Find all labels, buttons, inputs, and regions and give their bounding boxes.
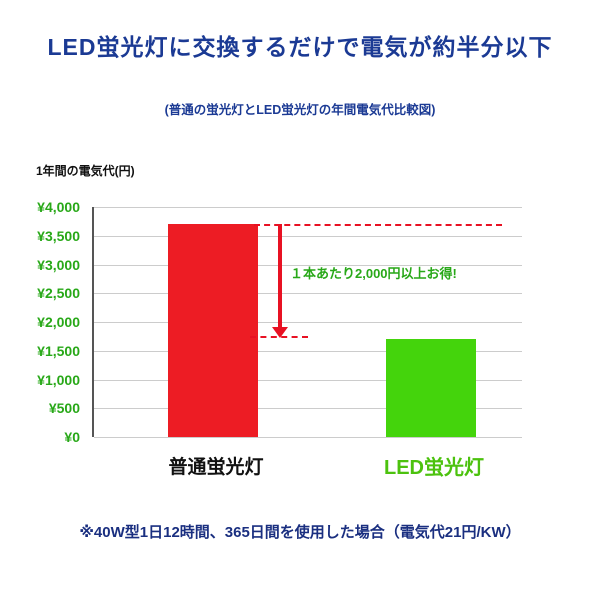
bar-led-fluorescent — [386, 339, 476, 437]
savings-arrow-icon — [272, 224, 288, 339]
y-axis-label: 1年間の電気代(円) — [36, 164, 135, 178]
y-tick-label: ¥2,000 — [37, 314, 80, 330]
gridline — [94, 322, 522, 323]
gridline — [94, 235, 522, 237]
y-tick-label: ¥1,500 — [37, 342, 80, 359]
y-tick-label: ¥3,500 — [37, 227, 80, 244]
arrow-shaft — [278, 224, 282, 329]
x-label-normal-fluorescent: 普通蛍光灯 — [168, 457, 264, 478]
gridline — [94, 293, 522, 295]
bar-normal-fluorescent — [168, 224, 258, 437]
gridline — [94, 437, 522, 438]
gridline — [94, 350, 522, 352]
gridline — [94, 379, 522, 381]
y-tick-label: ¥0 — [64, 429, 80, 445]
footnote: ※40W型1日12時間、365日間を使用した場合（電気代21円/KW） — [79, 524, 521, 541]
page-title: LED蛍光灯に交換するだけで電気が約半分以下 — [47, 34, 553, 60]
y-tick-label: ¥500 — [48, 400, 80, 417]
gridline — [94, 408, 522, 410]
y-tick-label: ¥4,000 — [37, 199, 80, 215]
dashed-line-top — [254, 224, 502, 227]
chart-subtitle: (普通の蛍光灯とLED蛍光灯の年間電気代比較図) — [164, 103, 436, 117]
y-tick-label: ¥2,500 — [37, 285, 80, 302]
gridline — [94, 264, 522, 266]
gridline — [94, 207, 522, 208]
plot-area: １本あたり2,000円以上お得! — [92, 207, 522, 438]
x-label-led-fluorescent: LED蛍光灯 — [384, 457, 484, 479]
y-tick-label: ¥3,000 — [37, 256, 80, 273]
arrow-head — [272, 327, 288, 339]
y-axis-ticks: ¥4,000 ¥3,500 ¥3,000 ¥2,500 ¥2,000 ¥1,500 ¥1,0… — [0, 199, 84, 445]
savings-annotation: １本あたり2,000円以上お得! — [290, 266, 457, 281]
y-tick-label: ¥1,000 — [37, 371, 80, 388]
